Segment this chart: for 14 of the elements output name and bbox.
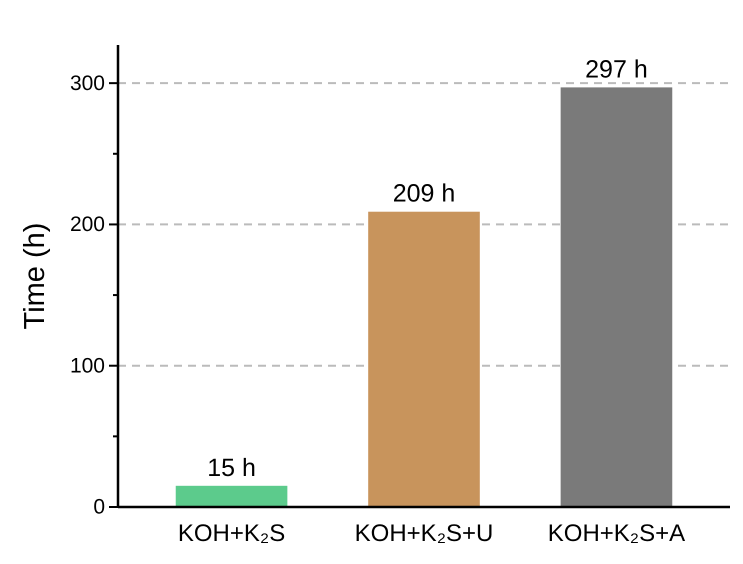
y-tick-label: 300: [70, 72, 105, 95]
data-label: 209 h: [392, 180, 456, 208]
x-tick-label: KOH+K₂S+U: [354, 520, 494, 548]
x-tick-label: KOH+K₂S+A: [548, 520, 686, 548]
data-label: 15 h: [207, 454, 256, 482]
y-tick-label: 100: [70, 354, 105, 378]
data-label: 297 h: [585, 55, 648, 84]
y-tick-label: 0: [93, 496, 105, 519]
bar: [368, 212, 480, 507]
y-axis-title: Time (h): [19, 222, 51, 330]
x-tick-label: KOH+K₂S: [178, 520, 286, 548]
bar: [560, 87, 672, 507]
bar: [176, 486, 288, 507]
y-tick-label: 200: [70, 213, 105, 236]
